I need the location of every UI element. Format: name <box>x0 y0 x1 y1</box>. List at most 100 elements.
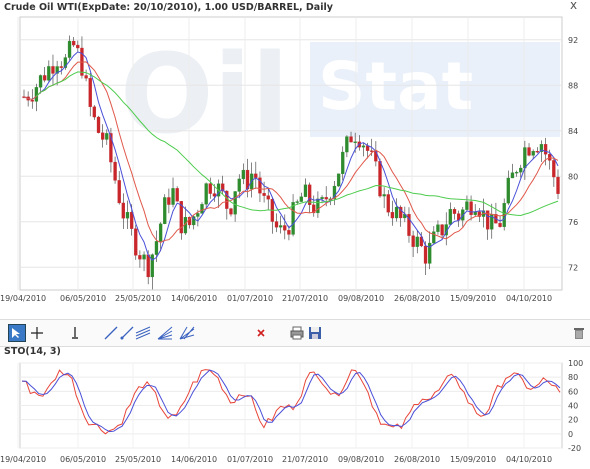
candle-body <box>390 212 395 219</box>
fibonacci-fan-tool-icon[interactable] <box>156 324 174 342</box>
trash-icon[interactable] <box>570 324 588 342</box>
candle-body <box>117 180 121 204</box>
candle-body <box>196 213 200 217</box>
ma-mid-line <box>23 61 559 244</box>
candle-body <box>407 214 411 236</box>
sto-y-tick: 40 <box>568 402 578 411</box>
candle-body <box>125 212 130 219</box>
sto-x-tick: 01/07/2010 <box>227 455 273 464</box>
candle-body <box>88 78 92 107</box>
candle-body <box>452 209 457 214</box>
watermark: Oil Stat <box>120 30 560 158</box>
candle-body <box>121 202 125 219</box>
crosshair-tool-icon[interactable] <box>28 324 46 342</box>
candle-body <box>485 210 490 230</box>
candle-body <box>556 176 560 194</box>
candle-body <box>539 144 544 152</box>
price-x-tick: 19/04/2010 <box>0 294 46 303</box>
price-x-tick: 09/08/2010 <box>338 294 384 303</box>
candle-body <box>353 141 357 143</box>
candle-body <box>361 145 366 148</box>
candle-body <box>552 160 556 178</box>
candle-body <box>295 201 299 203</box>
candle-body <box>262 193 266 196</box>
candle-body <box>519 167 523 173</box>
price-x-tick: 01/07/2010 <box>227 294 273 303</box>
candle-body <box>428 242 432 264</box>
candle-body <box>465 201 469 210</box>
sto-y-tick: 0 <box>568 430 573 439</box>
price-y-tick: 80 <box>568 172 578 181</box>
price-y-tick: 88 <box>568 81 578 90</box>
watermark-box <box>310 42 560 137</box>
price-x-axis: 19/04/2010 06/05/2010 25/05/2010 14/06/2010… <box>0 294 552 303</box>
candle-body <box>109 133 113 163</box>
candle-body <box>473 211 477 215</box>
sto-x-tick: 15/09/2010 <box>450 455 496 464</box>
ray-tool-icon[interactable] <box>118 324 136 342</box>
candle-body <box>411 235 415 247</box>
stochastic-label: STO(14, 3) <box>4 346 61 357</box>
candle-body <box>283 225 287 231</box>
sto-y-tick: 100 <box>568 359 583 368</box>
candle-body <box>543 144 548 155</box>
pointer-tool-icon[interactable] <box>8 324 26 342</box>
candle-body <box>175 188 179 202</box>
candle-body <box>415 236 419 247</box>
delete-drawing-icon[interactable] <box>252 324 270 342</box>
candle-body <box>233 191 237 215</box>
candle-body <box>316 198 320 214</box>
price-x-tick: 06/05/2010 <box>60 294 106 303</box>
candle-body <box>312 204 316 214</box>
price-y-tick: 92 <box>568 36 578 45</box>
save-icon[interactable] <box>306 324 324 342</box>
sto-y-tick: 60 <box>568 387 578 396</box>
candle-body <box>324 197 328 200</box>
candle-body <box>92 106 97 118</box>
candle-body <box>229 208 233 215</box>
ma-slow-line <box>36 71 559 217</box>
candle-body <box>382 194 386 197</box>
candle-body <box>336 173 341 187</box>
stochastic-chart[interactable]: 100 80 60 40 20 0 -20 19/04/2010 06/05/2010 25/05… <box>0 358 590 469</box>
line-tool-icon[interactable] <box>102 324 120 342</box>
price-x-tick: 15/09/2010 <box>450 294 496 303</box>
candle-body <box>150 254 154 278</box>
sto-x-tick: 09/08/2010 <box>338 455 384 464</box>
candle-body <box>96 116 101 133</box>
candle-body <box>345 136 349 153</box>
close-icon[interactable]: x <box>570 0 578 12</box>
candle-body <box>158 223 163 242</box>
sto-x-tick: 21/07/2010 <box>282 455 328 464</box>
gann-fan-tool-icon[interactable] <box>178 324 196 342</box>
candle-body <box>241 169 246 180</box>
print-icon[interactable] <box>288 324 306 342</box>
candle-body <box>527 147 531 156</box>
sto-x-tick: 25/05/2010 <box>115 455 161 464</box>
stochastic-d-line <box>21 369 561 433</box>
sto-y-tick: -20 <box>568 444 581 453</box>
watermark-left: Oil <box>120 30 289 158</box>
vertical-line-tool-icon[interactable] <box>66 324 84 342</box>
parallel-channel-tool-icon[interactable] <box>134 324 152 342</box>
candle-body <box>303 184 308 197</box>
candle-body <box>38 75 43 88</box>
candle-body <box>113 161 117 181</box>
ma-fast-line <box>23 51 559 261</box>
candle-body <box>167 197 171 205</box>
candle-body <box>204 183 208 205</box>
price-y-tick: 76 <box>568 218 578 227</box>
candle-body <box>498 223 502 227</box>
watermark-right: Stat <box>318 48 473 125</box>
candle-body <box>320 197 324 200</box>
candle-body <box>432 231 436 244</box>
candle-body <box>370 150 374 152</box>
chart-title: Crude Oil WTI(ExpDate: 20/10/2010), 1.00… <box>4 2 333 13</box>
candle-body <box>129 212 134 229</box>
candle-body <box>237 178 241 192</box>
price-chart[interactable]: Oil Stat 92 88 84 80 76 72 <box>0 14 590 304</box>
candle-body <box>154 241 159 255</box>
candle-body <box>279 225 283 228</box>
candle-body <box>258 177 262 194</box>
sto-x-tick: 19/04/2010 <box>0 455 46 464</box>
